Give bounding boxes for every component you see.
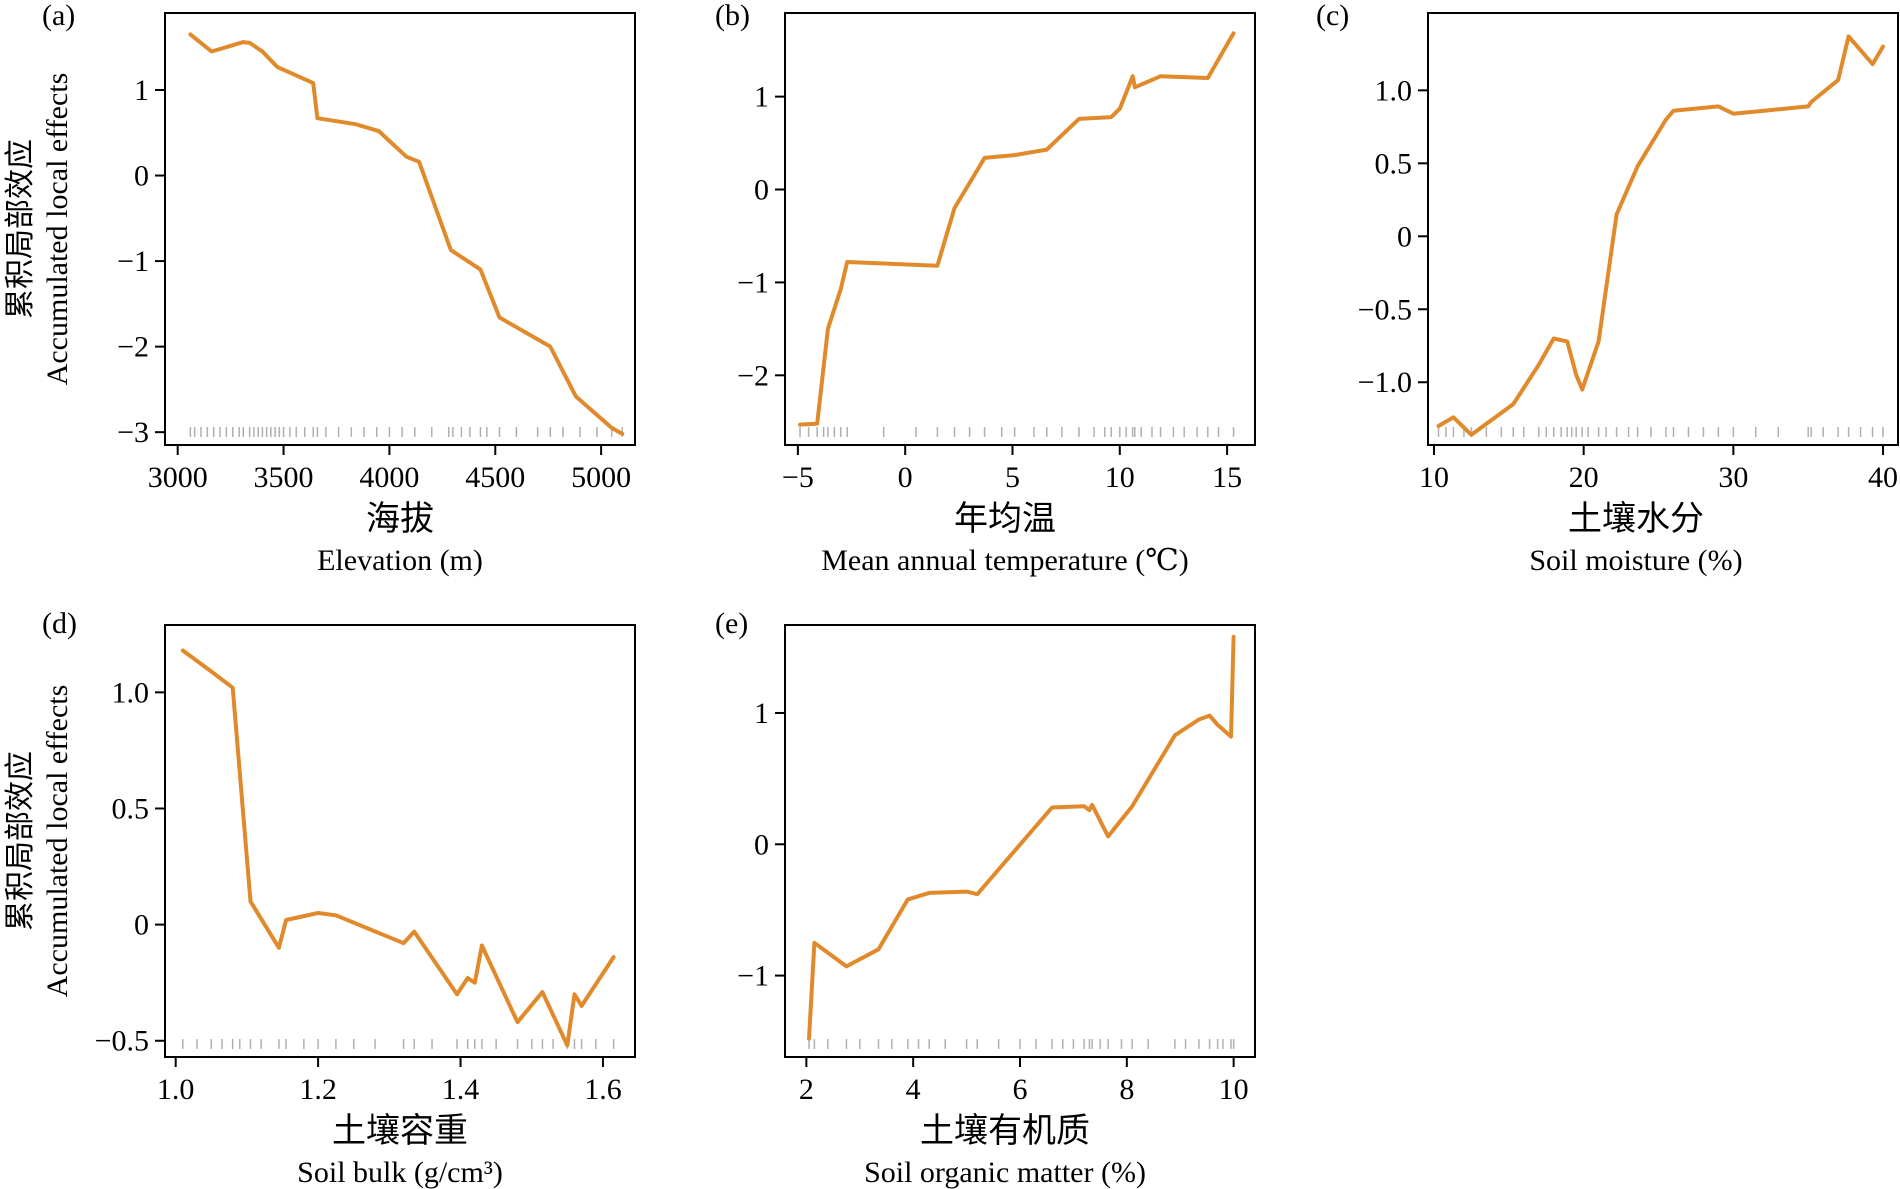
x-tick-label: 1.6 xyxy=(584,1073,622,1106)
y-tick-label: 0 xyxy=(134,909,149,942)
plot-frame xyxy=(164,12,636,446)
x-tick-label: 10 xyxy=(1105,461,1135,494)
panel-label: (b) xyxy=(715,0,750,32)
x-tick-label: 1.4 xyxy=(442,1073,480,1106)
x-tick-label: 4000 xyxy=(359,461,419,494)
plot-frame xyxy=(164,624,636,1058)
x-axis-label-cn: 土壤水分 xyxy=(1568,500,1704,538)
y-tick-label: 0 xyxy=(134,160,149,193)
x-tick-label: 5000 xyxy=(571,461,631,494)
y-axis-label-cn: 累积局部效应 xyxy=(4,751,37,931)
panel-c: 10 20 30 40 −1.0 −0.5 0 0.5 1.0 (c) 土壤水分 Soil mo… xyxy=(1316,0,1899,577)
y-tick-label: 0 xyxy=(754,174,769,207)
y-tick-label: −1 xyxy=(117,245,149,278)
panel-d: 1.0 1.2 1.4 1.6 −0.5 0 0.5 1.0 (d) 土壤容重 Soil bu… xyxy=(4,607,636,1189)
y-tick-label: 1 xyxy=(134,74,149,107)
panel-b-marks: −5 0 5 10 15 −2 −1 0 1 xyxy=(737,31,1242,494)
panel-e-marks: 2 4 6 8 10 −1 0 1 xyxy=(737,634,1249,1106)
x-tick-label: 6 xyxy=(1013,1073,1028,1106)
y-tick-label: 1.0 xyxy=(1375,74,1413,107)
y-tick-label: −1 xyxy=(737,960,769,993)
x-axis-label-en: Mean annual temperature (℃) xyxy=(821,544,1189,577)
panel-c-marks: 10 20 30 40 −1.0 −0.5 0 0.5 1.0 xyxy=(1358,34,1898,494)
y-axis-label-en: Accumulated local effects xyxy=(41,73,74,386)
ale-line xyxy=(188,32,625,436)
x-tick-label: 20 xyxy=(1569,461,1599,494)
y-tick-label: −1 xyxy=(737,266,769,299)
x-axis-label-en: Soil organic matter (%) xyxy=(864,1156,1146,1189)
x-tick-label: 8 xyxy=(1119,1073,1134,1106)
ale-line xyxy=(1436,34,1885,437)
y-axis-label: 累积局部效应 Accumulated local effects xyxy=(4,73,74,386)
x-tick-label: 2 xyxy=(799,1073,814,1106)
y-tick-label: −3 xyxy=(117,416,149,449)
y-tick-label: 1.0 xyxy=(112,676,150,709)
panel-a: 3000 3500 4000 4500 5000 −3 −2 −1 0 1 (a) 海拔 Elev… xyxy=(4,0,636,577)
ale-line xyxy=(798,31,1236,427)
y-tick-label: 1 xyxy=(754,81,769,114)
x-tick-label: 10 xyxy=(1219,1073,1249,1106)
panel-label: (e) xyxy=(715,607,748,640)
x-tick-label: 3000 xyxy=(148,461,208,494)
x-axis-label-cn: 年均温 xyxy=(954,500,1056,538)
x-tick-label: 4500 xyxy=(465,461,525,494)
x-tick-label: 5 xyxy=(1005,461,1020,494)
x-tick-label: 3500 xyxy=(254,461,314,494)
plot-frame xyxy=(784,12,1256,446)
y-tick-label: 1 xyxy=(754,697,769,730)
x-tick-label: 0 xyxy=(898,461,913,494)
panel-a-marks: 3000 3500 4000 4500 5000 −3 −2 −1 0 1 xyxy=(117,32,631,494)
y-tick-label: −2 xyxy=(117,331,149,364)
panel-e: 2 4 6 8 10 −1 0 1 (e) 土壤有机质 Soil organic matter… xyxy=(715,607,1256,1189)
x-axis-label-cn: 土壤容重 xyxy=(332,1112,468,1150)
y-tick-label: 0.5 xyxy=(112,792,150,825)
x-tick-label: −5 xyxy=(782,461,814,494)
x-tick-label: 40 xyxy=(1868,461,1898,494)
x-axis-label-cn: 海拔 xyxy=(366,500,434,538)
y-axis-label-cn: 累积局部效应 xyxy=(4,139,37,319)
x-tick-label: 1.0 xyxy=(157,1073,195,1106)
y-tick-label: −2 xyxy=(737,359,769,392)
x-tick-label: 30 xyxy=(1718,461,1748,494)
plot-frame xyxy=(784,624,1256,1058)
panel-label: (a) xyxy=(42,0,75,32)
y-tick-label: 0 xyxy=(754,828,769,861)
x-axis-label-en: Soil moisture (%) xyxy=(1529,544,1742,577)
x-tick-label: 4 xyxy=(906,1073,921,1106)
y-axis-label-en: Accumulated local effects xyxy=(41,685,74,998)
y-tick-label: −0.5 xyxy=(1358,293,1412,326)
x-tick-label: 15 xyxy=(1212,461,1242,494)
x-tick-label: 1.2 xyxy=(299,1073,337,1106)
y-tick-label: 0 xyxy=(1397,220,1412,253)
panel-label: (c) xyxy=(1316,0,1349,32)
x-axis-label-en: Soil bulk (g/cm³) xyxy=(297,1156,503,1189)
plot-frame xyxy=(1427,12,1899,446)
y-tick-label: −1.0 xyxy=(1358,366,1412,399)
panel-b: −5 0 5 10 15 −2 −1 0 1 (b) 年均温 Mean annual tempe… xyxy=(715,0,1256,577)
ale-line xyxy=(807,634,1236,1041)
panel-d-marks: 1.0 1.2 1.4 1.6 −0.5 0 0.5 1.0 xyxy=(95,648,622,1106)
ale-line xyxy=(180,648,616,1048)
y-tick-label: 0.5 xyxy=(1375,147,1413,180)
x-tick-label: 10 xyxy=(1419,461,1449,494)
y-axis-label: 累积局部效应 Accumulated local effects xyxy=(4,685,74,998)
x-axis-label-cn: 土壤有机质 xyxy=(920,1112,1090,1150)
y-tick-label: −0.5 xyxy=(95,1025,149,1058)
panel-label: (d) xyxy=(42,607,77,640)
x-axis-label-en: Elevation (m) xyxy=(317,544,483,577)
